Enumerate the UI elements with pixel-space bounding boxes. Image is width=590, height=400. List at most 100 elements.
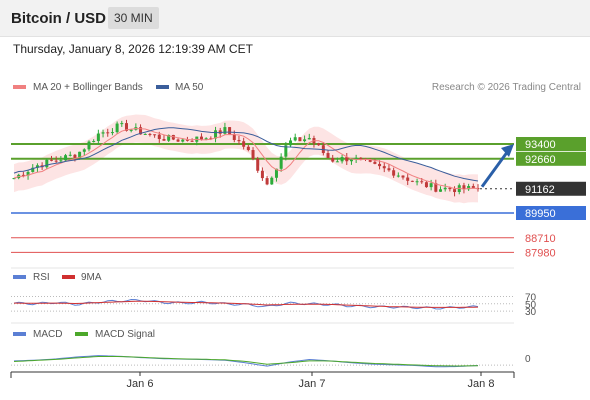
ma50-line xyxy=(13,127,479,182)
candle xyxy=(82,149,86,152)
candle xyxy=(49,159,53,161)
candle xyxy=(143,133,147,135)
ma50-legend-swatch xyxy=(156,85,169,89)
candle xyxy=(162,138,166,141)
candle xyxy=(35,165,39,168)
macd-legend-swatch xyxy=(13,332,26,336)
macd-signal-line xyxy=(13,356,479,367)
macd-signal-legend-swatch xyxy=(75,332,88,336)
rsi-level-label: 30 xyxy=(525,307,537,318)
candle xyxy=(148,133,152,135)
candle xyxy=(476,188,480,190)
candle xyxy=(232,134,236,141)
candle xyxy=(424,182,428,188)
candle xyxy=(279,156,283,169)
candle xyxy=(396,175,400,177)
candle xyxy=(54,160,58,162)
level-label-91162: 91162 xyxy=(525,184,555,196)
candle xyxy=(78,151,82,158)
candle xyxy=(68,154,72,156)
price-panel: 93400 92660 91162 89950 88710 87980 xyxy=(11,114,586,259)
candle xyxy=(110,132,114,134)
rsi-level-label: 70 xyxy=(525,293,537,304)
ma20-legend-label: MA 20 + Bollinger Bands xyxy=(33,82,143,93)
candle xyxy=(415,181,419,183)
candle xyxy=(298,137,302,142)
candle xyxy=(345,157,349,162)
candle xyxy=(190,140,194,142)
candle xyxy=(251,150,255,159)
level-label-92660: 92660 xyxy=(525,154,556,166)
candle xyxy=(139,127,143,135)
candle xyxy=(256,158,260,171)
candle xyxy=(335,161,339,163)
candle xyxy=(120,123,124,125)
candle xyxy=(289,140,293,146)
rsi-level-label: 50 xyxy=(525,300,537,311)
candle xyxy=(293,137,297,141)
candle xyxy=(443,187,447,190)
candle xyxy=(368,159,372,162)
candle xyxy=(153,134,157,136)
datetime-label: Thursday, January 8, 2026 12:19:39 AM CE… xyxy=(13,42,253,56)
ma20-line xyxy=(13,127,479,190)
bollinger-band xyxy=(14,114,478,204)
candle xyxy=(59,160,63,162)
chart-header: Bitcoin / USD 30 MIN xyxy=(0,0,590,37)
level-tag-91162 xyxy=(516,181,586,196)
macd-line xyxy=(13,355,479,368)
time-axis-label: Jan 8 xyxy=(468,378,495,390)
candle xyxy=(204,138,208,140)
candle xyxy=(96,133,100,142)
rsi-legend-swatch xyxy=(13,275,26,279)
rsi-ma-legend-label: 9MA xyxy=(81,272,102,283)
candle xyxy=(331,158,335,162)
candle xyxy=(453,189,457,193)
candle xyxy=(101,132,105,134)
candle xyxy=(242,141,246,147)
candle xyxy=(228,127,232,135)
candle xyxy=(340,157,344,162)
candle xyxy=(406,177,410,181)
candle xyxy=(26,171,30,176)
time-axis-label: Jan 7 xyxy=(299,378,326,390)
candle xyxy=(420,181,424,183)
candle xyxy=(185,139,189,141)
candle xyxy=(303,139,307,142)
candle xyxy=(462,185,466,190)
level-label-93400: 93400 xyxy=(525,139,556,151)
candle xyxy=(171,134,175,140)
candle xyxy=(378,163,382,167)
candle xyxy=(12,178,16,180)
candle xyxy=(246,146,250,151)
candle xyxy=(284,145,288,157)
candle xyxy=(270,177,274,185)
macd-panel: 0 xyxy=(11,354,531,368)
candle xyxy=(209,138,213,140)
level-tag-93400 xyxy=(516,137,586,151)
timeframe-button[interactable]: 30 MIN xyxy=(108,7,159,29)
candle xyxy=(274,168,278,178)
candle xyxy=(124,123,128,131)
candle xyxy=(214,130,218,139)
candle xyxy=(392,170,396,176)
candle xyxy=(21,174,25,176)
macd-signal-legend-label: MACD Signal xyxy=(95,329,155,340)
candle xyxy=(129,129,133,131)
candle xyxy=(157,134,161,139)
candle xyxy=(448,187,452,190)
candle xyxy=(467,186,471,190)
ma20-legend-swatch xyxy=(13,85,26,89)
candle xyxy=(87,141,91,150)
candle xyxy=(115,123,119,133)
candle xyxy=(349,159,353,162)
candle xyxy=(382,166,386,169)
time-axis: Jan 6 Jan 7 Jan 8 xyxy=(127,372,495,390)
level-tag-89950 xyxy=(516,206,586,220)
candle xyxy=(429,183,433,188)
level-label-87980: 87980 xyxy=(525,247,556,259)
candle xyxy=(237,140,241,142)
candle xyxy=(260,170,264,179)
